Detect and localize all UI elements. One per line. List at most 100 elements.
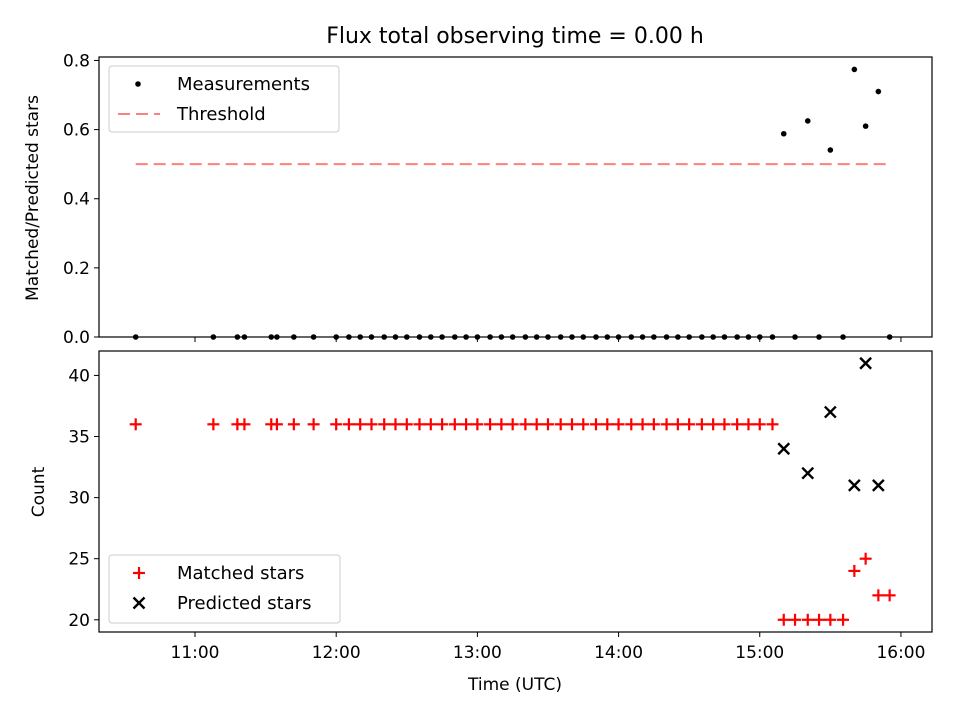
predicted-star-point-b xyxy=(847,479,861,492)
measurement-point xyxy=(875,88,882,95)
matched-star-point xyxy=(342,418,355,431)
x-axis-label-time: Time (UTC) xyxy=(467,675,562,695)
legend-predicted-marker xyxy=(132,596,146,610)
legend-predicted-cross-b xyxy=(132,596,146,610)
matched-star-point xyxy=(307,418,320,431)
x-tick-label-time: 11:00 xyxy=(171,643,220,663)
matched-star-point xyxy=(766,418,779,431)
matched-star-point xyxy=(801,613,814,626)
matched-star-point xyxy=(577,418,590,431)
matched-star-point xyxy=(424,418,437,431)
legend-predicted-label: Predicted stars xyxy=(177,593,311,614)
legend-threshold-label: Threshold xyxy=(176,104,266,125)
predicted-star-point xyxy=(801,466,815,480)
matched-star-point xyxy=(848,564,861,577)
matched-star-point xyxy=(777,613,790,626)
matched-star-point xyxy=(287,418,300,431)
legend-bottom: Matched stars Predicted stars xyxy=(108,554,341,624)
y-ticks-ratio: 0.0 0.2 0.4 0.6 0.8 xyxy=(63,51,99,348)
bottom-plot-frame xyxy=(98,350,933,633)
matched-star-point xyxy=(824,613,837,626)
matched-star-point xyxy=(378,418,391,431)
matched-star-point xyxy=(400,418,413,431)
y-tick-label-count: 20 xyxy=(68,611,90,631)
predicted-star-point-b xyxy=(872,479,885,492)
matched-star-point xyxy=(207,418,220,431)
y-tick-label-count: 30 xyxy=(68,489,90,509)
measurement-point xyxy=(862,123,869,129)
bottom-panel: Count Time (UTC) 20 25 30 35 40 11:00 12:00 13… xyxy=(29,350,933,695)
matched-star-point xyxy=(660,418,673,431)
matched-star-point xyxy=(859,552,872,565)
y-tick-label-count: 35 xyxy=(68,428,90,448)
matched-star-point xyxy=(695,418,708,431)
matched-star-point xyxy=(589,418,602,431)
matched-star-point xyxy=(389,418,402,431)
y-ticks-count: 20 25 30 35 40 xyxy=(68,366,99,631)
matched-star-point xyxy=(448,418,461,431)
matched-star-point xyxy=(683,418,696,431)
y-axis-label-count: Count xyxy=(29,466,49,517)
matched-star-point xyxy=(460,418,473,431)
predicted-star-point xyxy=(777,442,791,456)
matched-star-point xyxy=(707,418,720,431)
y-tick-label-ratio: 0.4 xyxy=(63,190,90,210)
legend-matched-plus xyxy=(133,567,145,579)
matched-star-point xyxy=(731,418,744,431)
legend-top: Measurements Threshold xyxy=(108,65,340,133)
matched-star-point xyxy=(612,418,625,431)
predicted-star-point xyxy=(823,405,837,419)
legend-matched-label: Matched stars xyxy=(177,563,304,584)
measurement-point xyxy=(804,118,811,124)
y-tick-label-ratio: 0.6 xyxy=(63,121,90,141)
matched-star-point xyxy=(671,418,684,431)
legend-predicted-cross xyxy=(132,596,146,610)
matched-star-point xyxy=(753,418,766,431)
predicted-star-point-b xyxy=(777,442,791,456)
matched-star-point xyxy=(436,418,449,431)
predicted-star-point-b xyxy=(859,356,872,370)
matched-star-point xyxy=(365,418,378,431)
measurement-point xyxy=(851,66,858,73)
matched-star-point xyxy=(506,418,519,431)
legend-measurements-label: Measurements xyxy=(177,74,310,95)
x-tick-label-time: 13:00 xyxy=(453,643,502,663)
matched-star-point xyxy=(413,418,426,431)
predicted-star-point-b xyxy=(823,405,837,419)
matched-star-point xyxy=(636,418,649,431)
matched-star-point xyxy=(565,418,578,431)
predicted-star-point xyxy=(859,356,872,370)
x-tick-label-time: 16:00 xyxy=(876,643,925,663)
matched-star-point xyxy=(541,418,554,431)
matched-star-point xyxy=(129,418,142,431)
matched-star-point xyxy=(872,589,885,602)
predicted-star-point xyxy=(847,479,861,492)
y-axis-label-ratio: Matched/Predicted stars xyxy=(23,95,43,301)
y-tick-label-ratio: 0.2 xyxy=(63,259,90,279)
top-panel: Flux total observing time = 0.00 h Match… xyxy=(23,24,933,348)
y-tick-label-count: 25 xyxy=(68,550,90,570)
matched-star-points xyxy=(129,418,896,626)
legend-measurements-marker xyxy=(135,81,141,87)
matched-star-point xyxy=(270,418,283,431)
matched-star-point xyxy=(519,418,532,431)
legend-top-box xyxy=(108,65,340,133)
predicted-star-point xyxy=(872,479,885,492)
matched-star-point xyxy=(484,418,497,431)
legend-matched-marker xyxy=(133,567,145,579)
matched-star-point xyxy=(883,589,896,602)
x-tick-label-time: 15:00 xyxy=(735,643,784,663)
y-tick-label-ratio: 0.0 xyxy=(63,328,90,348)
x-tick-label-time: 14:00 xyxy=(594,643,643,663)
y-tick-label-count: 40 xyxy=(68,366,90,386)
matched-star-point xyxy=(813,613,826,626)
matched-star-point xyxy=(742,418,755,431)
y-tick-label-ratio: 0.8 xyxy=(63,51,90,71)
matched-star-point xyxy=(647,418,660,431)
matched-star-point xyxy=(625,418,638,431)
matched-star-point xyxy=(471,418,484,431)
matched-star-point xyxy=(238,418,251,431)
legend-bottom-box xyxy=(108,554,341,624)
x-tick-label-time: 12:00 xyxy=(312,643,361,663)
